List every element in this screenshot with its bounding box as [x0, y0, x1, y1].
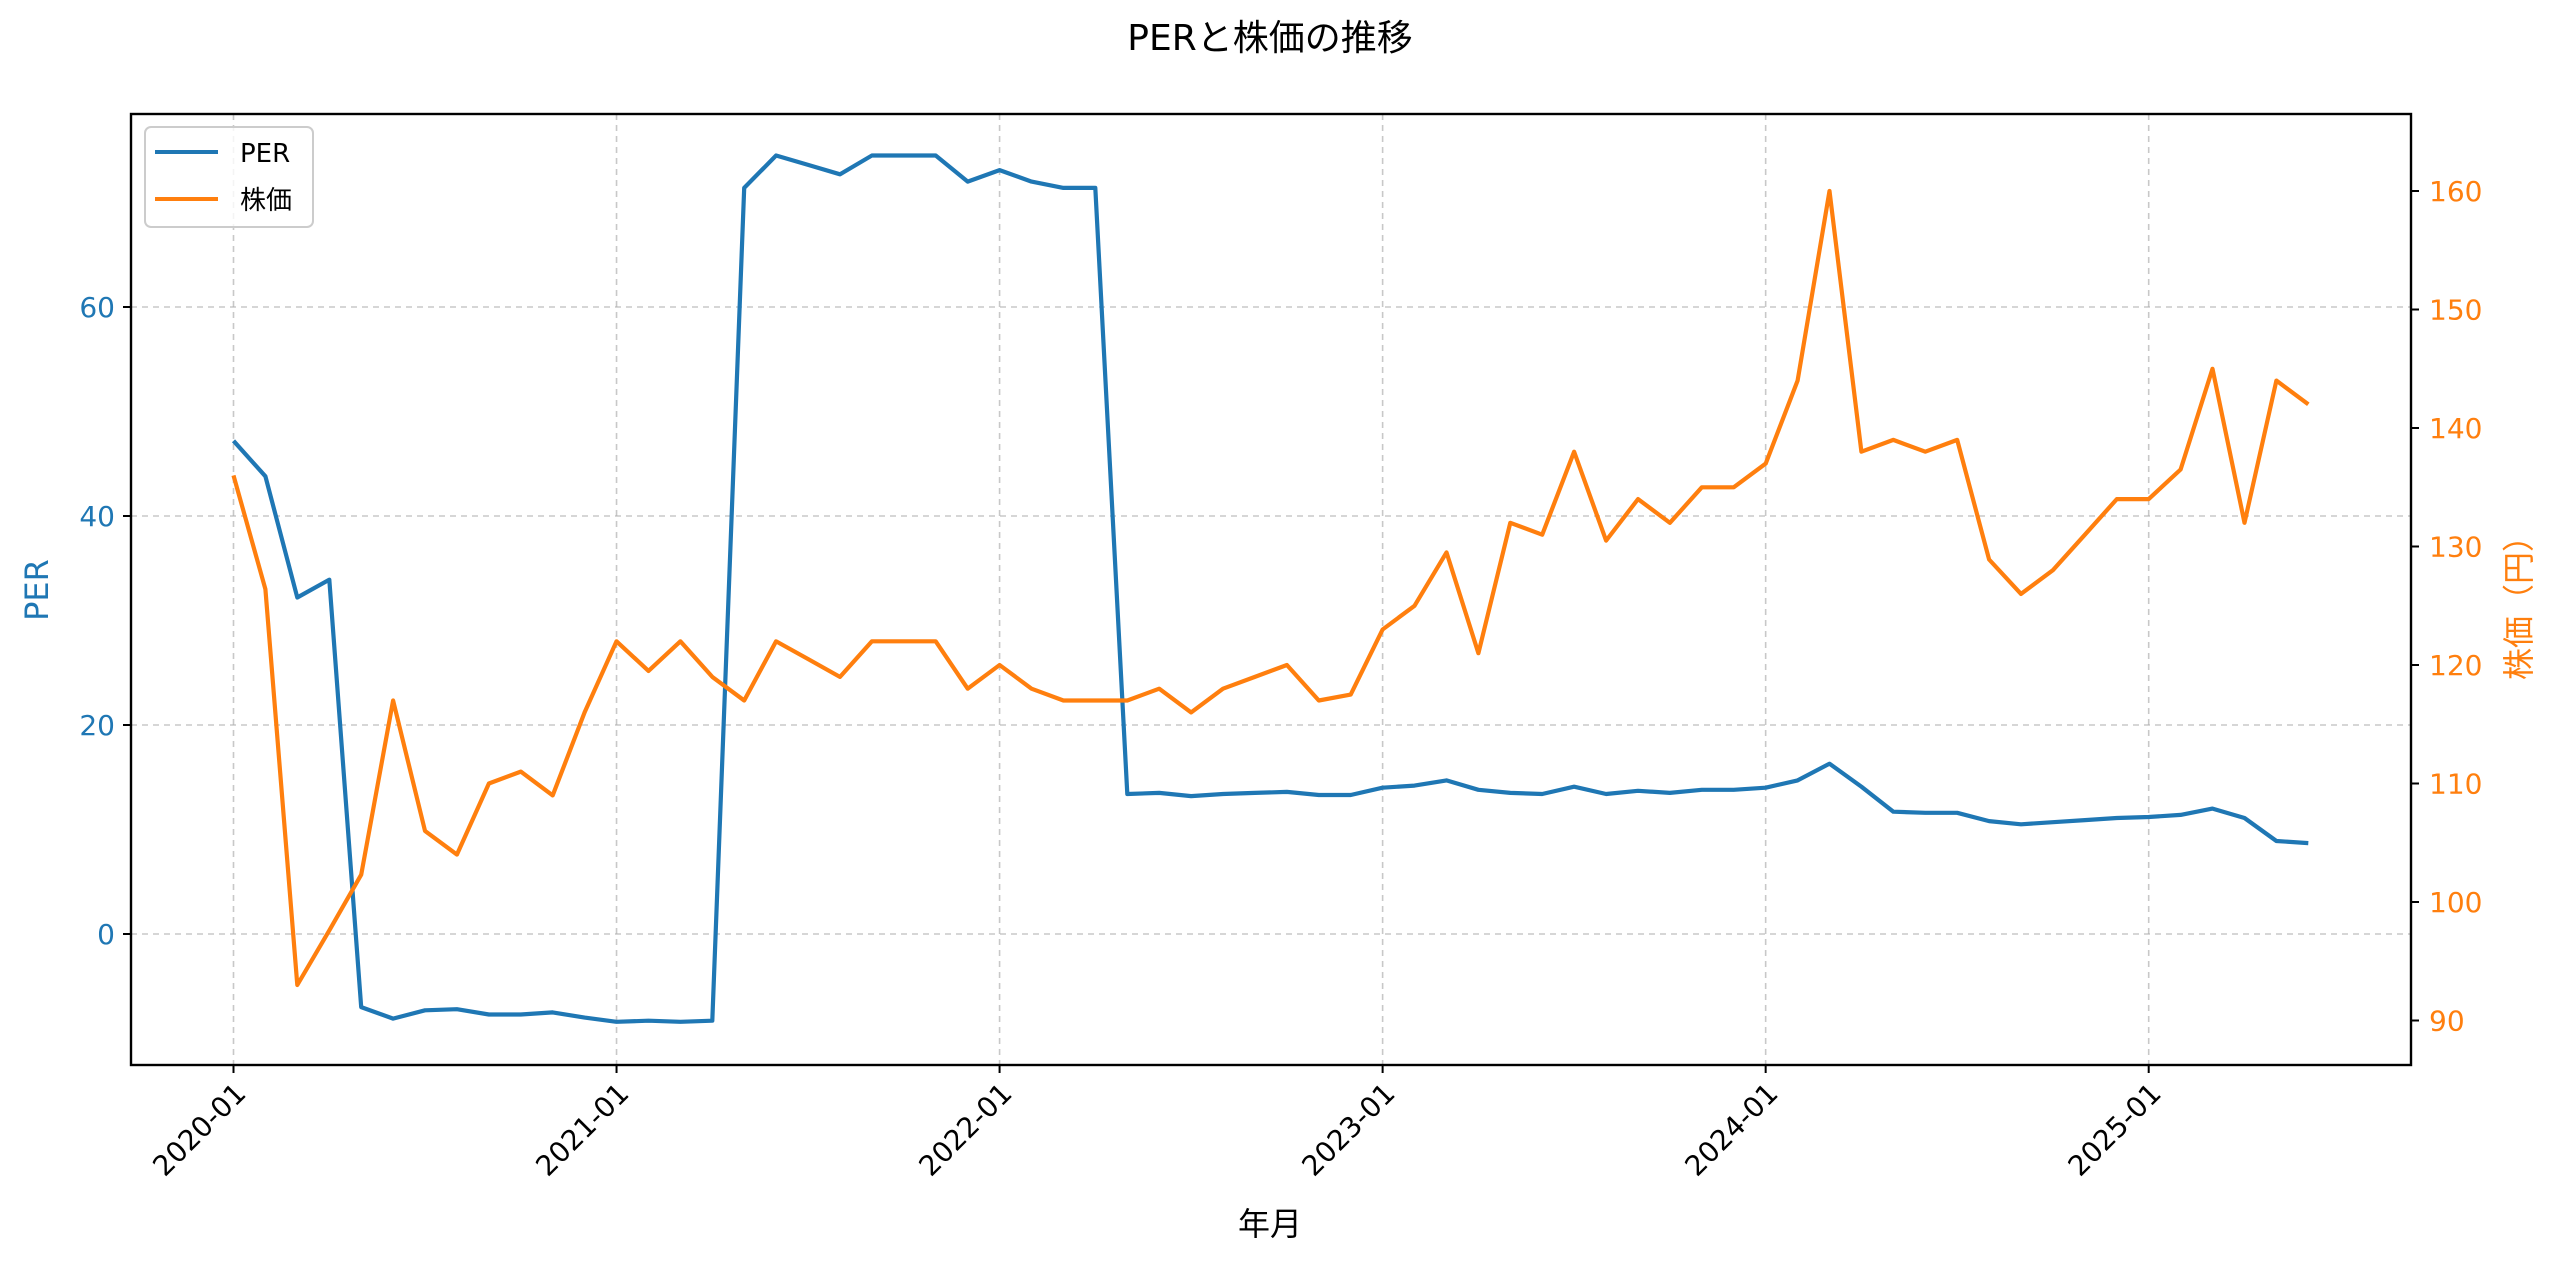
left-tick-label: 0 — [97, 918, 115, 951]
price-line — [231, 188, 2310, 988]
grid-lines — [131, 114, 2411, 1065]
left-tick-label: 60 — [79, 291, 115, 324]
y-axis-label-left: PER — [18, 559, 56, 621]
right-tick-label: 140 — [2429, 412, 2482, 445]
right-tick-label: 90 — [2429, 1005, 2465, 1038]
x-tick-label: 2020-01 — [146, 1077, 252, 1183]
x-tick-label: 2023-01 — [1296, 1077, 1402, 1183]
plot-frame — [129, 112, 2413, 1067]
y-axis-label-right: 株価（円） — [2500, 520, 2538, 680]
right-tick-label: 130 — [2429, 531, 2482, 564]
x-axis-label: 年月 — [1238, 1205, 1302, 1243]
right-tick-label: 100 — [2429, 886, 2482, 919]
right-axis-ticks: 90 100 110 120 130 140 150 160 — [2411, 175, 2482, 1038]
legend-price-label: 株価 — [240, 186, 292, 216]
right-tick-label: 120 — [2429, 649, 2482, 682]
per-line — [231, 153, 2309, 1024]
left-tick-label: 20 — [79, 709, 115, 742]
chart-title: PERと株価の推移 — [1127, 18, 1412, 59]
left-axis-ticks: 0 20 40 60 — [79, 291, 131, 951]
right-tick-label: 150 — [2429, 294, 2482, 327]
legend: PER 株価 — [144, 126, 314, 228]
x-tick-label: 2025-01 — [2062, 1077, 2168, 1183]
data-lines — [231, 153, 2310, 1024]
x-axis-ticks: 2020-01 2021-01 2022-01 2023-01 2024-01 2025-… — [146, 1065, 2168, 1183]
x-tick-label: 2022-01 — [912, 1077, 1018, 1183]
right-tick-label: 160 — [2429, 175, 2482, 208]
right-tick-label: 110 — [2429, 768, 2482, 801]
legend-per-label: PER — [240, 139, 290, 169]
x-tick-label: 2021-01 — [529, 1077, 635, 1183]
left-tick-label: 40 — [79, 500, 115, 533]
x-tick-label: 2024-01 — [1679, 1077, 1785, 1183]
